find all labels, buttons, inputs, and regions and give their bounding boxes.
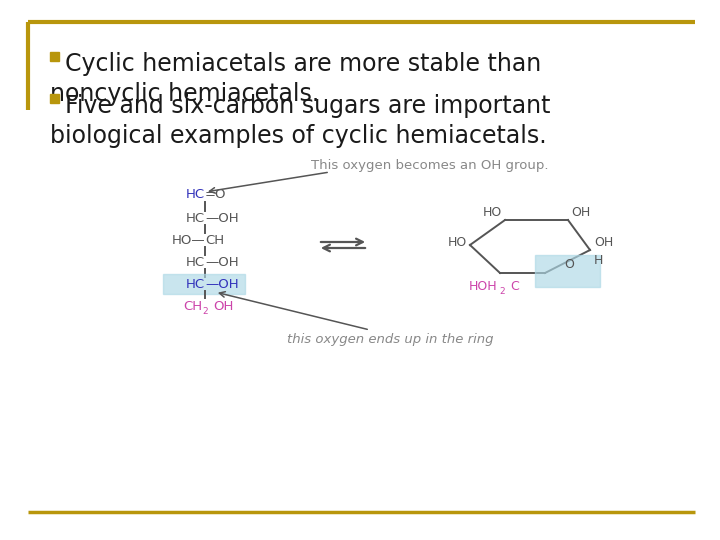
Text: HC: HC xyxy=(186,188,205,201)
Text: HO: HO xyxy=(482,206,502,219)
Bar xyxy=(535,255,600,287)
Text: This oxygen becomes an OH group.: This oxygen becomes an OH group. xyxy=(311,159,549,172)
Text: Cyclic hemiacetals are more stable than: Cyclic hemiacetals are more stable than xyxy=(50,52,541,76)
Text: Five and six-carbon sugars are important: Five and six-carbon sugars are important xyxy=(50,94,551,118)
Text: noncyclic hemiacetals.: noncyclic hemiacetals. xyxy=(50,82,319,106)
Bar xyxy=(50,94,59,103)
Bar xyxy=(163,274,245,294)
Text: =O: =O xyxy=(205,188,227,201)
Text: HC: HC xyxy=(186,278,205,291)
Text: H: H xyxy=(594,253,603,267)
Text: HO: HO xyxy=(448,237,467,249)
Text: O: O xyxy=(564,259,574,272)
Text: 2: 2 xyxy=(202,307,207,315)
Text: —OH: —OH xyxy=(205,212,238,225)
Text: CH: CH xyxy=(205,233,224,246)
Text: 2: 2 xyxy=(499,287,505,295)
Text: biological examples of cyclic hemiacetals.: biological examples of cyclic hemiacetal… xyxy=(50,124,546,148)
Text: C: C xyxy=(510,280,518,294)
Text: HC: HC xyxy=(186,255,205,268)
Text: HO—: HO— xyxy=(171,233,205,246)
Text: HC: HC xyxy=(186,212,205,225)
Text: OH: OH xyxy=(571,206,590,219)
Bar xyxy=(50,52,59,61)
Text: —OH: —OH xyxy=(205,255,238,268)
Text: this oxygen ends up in the ring: this oxygen ends up in the ring xyxy=(287,334,493,347)
Text: OH: OH xyxy=(213,300,233,313)
Text: HOH: HOH xyxy=(469,280,497,294)
Text: OH: OH xyxy=(594,235,613,248)
Text: CH: CH xyxy=(183,300,202,313)
Text: —OH: —OH xyxy=(205,278,238,291)
